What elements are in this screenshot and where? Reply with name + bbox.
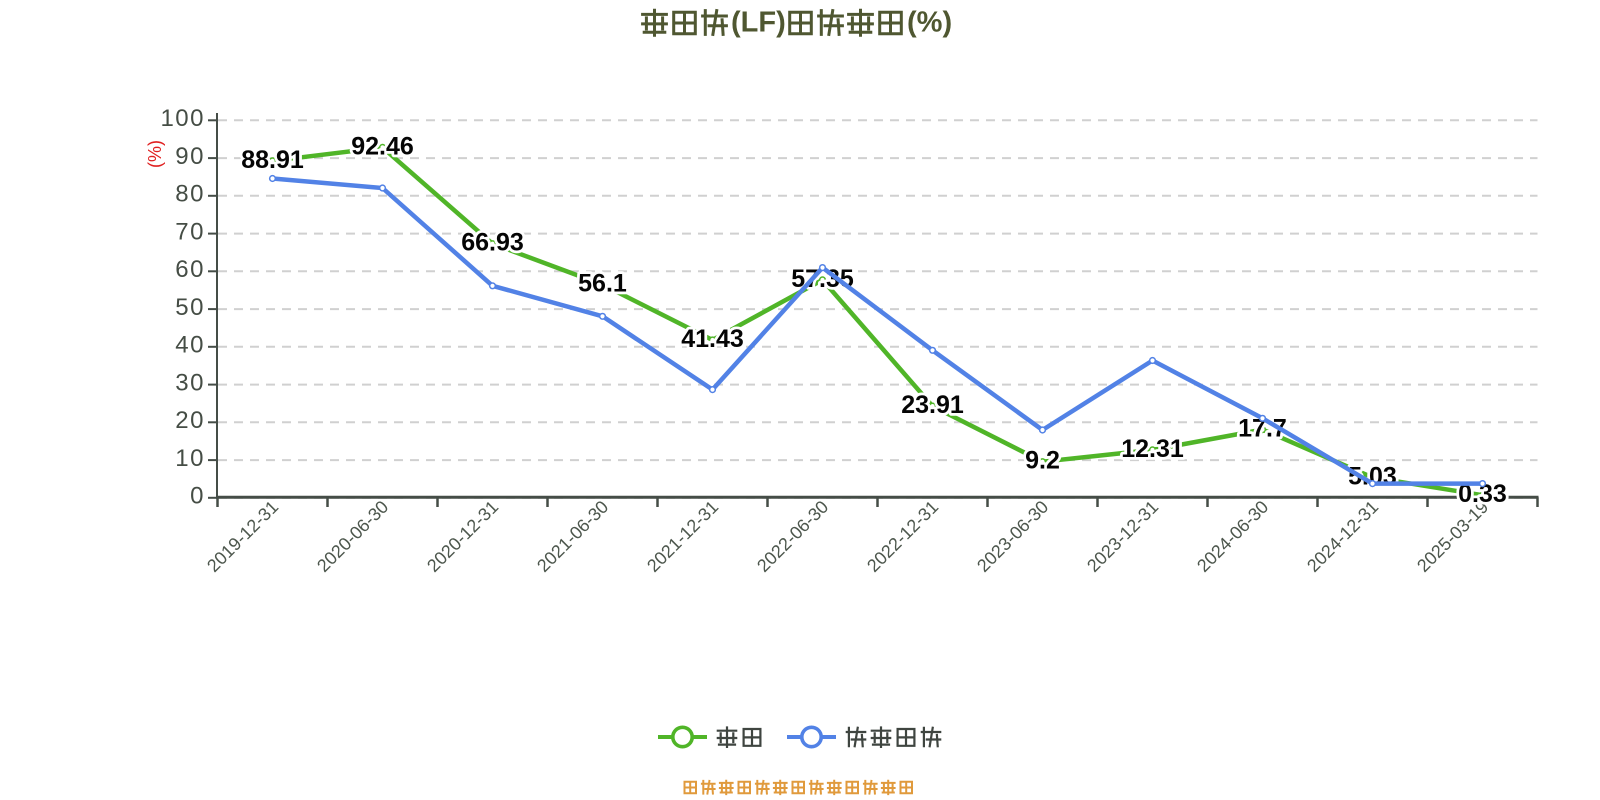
svg-text:(%): (%) [907, 7, 952, 39]
svg-text:100: 100 [160, 105, 205, 132]
svg-text:66.93: 66.93 [461, 229, 524, 257]
svg-text:2019-12-31: 2019-12-31 [203, 497, 282, 576]
svg-text:(%): (%) [145, 140, 165, 168]
svg-text:5.03: 5.03 [1348, 462, 1397, 490]
svg-text:2023-12-31: 2023-12-31 [1083, 497, 1162, 576]
svg-text:30: 30 [175, 369, 205, 396]
svg-text:2025-03-19: 2025-03-19 [1413, 497, 1492, 576]
svg-text:(LF): (LF) [731, 7, 786, 39]
svg-text:92.46: 92.46 [351, 132, 414, 160]
svg-text:2024-06-30: 2024-06-30 [1193, 497, 1272, 576]
svg-text:2020-06-30: 2020-06-30 [313, 497, 392, 576]
svg-text:9.2: 9.2 [1025, 447, 1060, 475]
svg-text:90: 90 [175, 143, 205, 170]
svg-text:10: 10 [175, 445, 205, 472]
svg-text:41.43: 41.43 [681, 325, 744, 353]
svg-text:70: 70 [175, 218, 205, 245]
svg-text:40: 40 [175, 332, 205, 359]
svg-text:56.1: 56.1 [578, 270, 627, 298]
svg-text:2021-12-31: 2021-12-31 [643, 497, 722, 576]
svg-text:20: 20 [175, 407, 205, 434]
svg-text:23.91: 23.91 [901, 391, 964, 419]
svg-text:60: 60 [175, 256, 205, 283]
svg-text:2022-06-30: 2022-06-30 [753, 497, 832, 576]
svg-text:2021-06-30: 2021-06-30 [533, 497, 612, 576]
svg-text:2022-12-31: 2022-12-31 [863, 497, 942, 576]
svg-text:2020-12-31: 2020-12-31 [423, 497, 502, 576]
svg-text:2023-06-30: 2023-06-30 [973, 497, 1052, 576]
svg-text:88.91: 88.91 [241, 146, 304, 174]
svg-text:80: 80 [175, 181, 205, 208]
svg-text:0: 0 [190, 483, 205, 510]
svg-text:50: 50 [175, 294, 205, 321]
svg-text:2024-12-31: 2024-12-31 [1303, 497, 1382, 576]
svg-text:12.31: 12.31 [1121, 435, 1184, 463]
